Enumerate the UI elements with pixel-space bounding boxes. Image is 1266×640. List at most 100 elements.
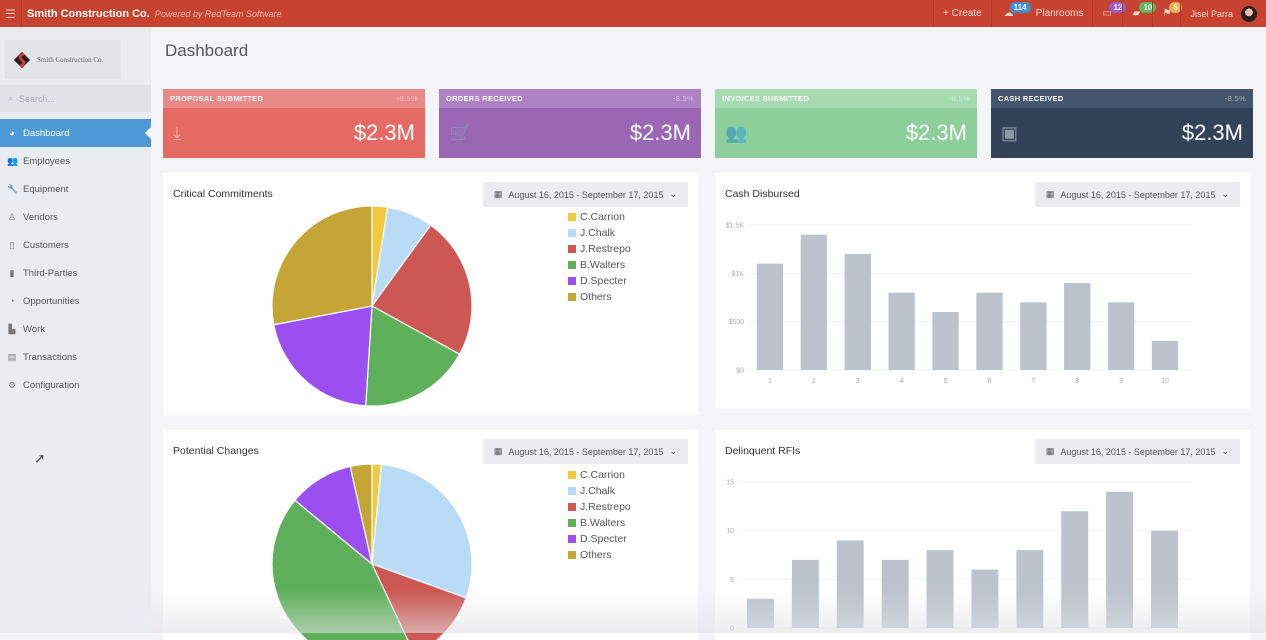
y-tick-label: $1.5K [726,223,745,230]
alert-icon: ▰ [1132,8,1141,19]
legend-swatch [568,487,576,495]
legend-swatch [568,503,576,511]
card-value: $2.3M [629,120,691,145]
stat-card-invoices-submitted[interactable]: INVOICES SUBMITTED -8.5% 👥 $2.3M [715,89,977,158]
pie-icon: ◔ [9,296,15,306]
bar-5 [926,550,954,628]
pie-slice-b-walters [365,305,461,407]
mouse-cursor-icon: ➚ [34,450,46,466]
bar-5 [932,312,959,370]
planrooms-label: Planrooms [1035,8,1084,19]
create-button[interactable]: + Create [933,0,991,27]
search-input[interactable]: ⌕ Search... [0,85,151,112]
date-range-picker[interactable]: ▦ August 16, 2015 - September 17, 2015 ⌄ [1034,182,1240,207]
legend-item: J.Chalk [568,225,631,241]
sidebar-item-employees[interactable]: 👥 Employees [0,147,151,175]
sidebar-item-dashboard[interactable]: ◕ Dashboard [0,119,151,147]
stat-card-orders-received[interactable]: ORDERS RECEIVED -8.5% 🛒 $2.3M [439,89,701,158]
users-icon: 👥 [7,155,19,166]
alerts-badge: 10 [1139,2,1157,13]
gear-icon: ⚙ [7,379,17,390]
x-tick-label: 1 [768,378,772,385]
date-range-picker[interactable]: ▦ August 16, 2015 - September 17, 2015 ⌄ [1034,439,1240,464]
legend-swatch [568,213,576,221]
vendor-icon: ♙ [7,211,17,222]
legend-label: Others [580,549,612,561]
sidebar-item-label: Employees [23,155,70,167]
y-tick-label: 0 [730,626,734,633]
sidebar-item-equipment[interactable]: 🔧 Equipment [0,175,151,203]
calendar-icon: ▦ [493,189,503,199]
sidebar-item-label: Work [23,323,45,335]
legend-label: Others [580,291,612,303]
sidebar-item-work[interactable]: ▙ Work [0,315,151,343]
stat-card-proposal-submitted[interactable]: PROPOSAL SUBMITTED -8.5% ⤓ $2.3M [163,89,425,158]
legend-label: C.Carrion [580,469,625,481]
powered-by: Powered by RedTeam Software [154,8,282,19]
x-tick-label: 10 [1161,378,1169,385]
bar-chart: $0 $500 $1K $1.5K 1 2 3 4 5 6 7 8 9 10 [726,223,1192,385]
card-title: ORDERS RECEIVED [446,94,524,103]
sidebar-item-customers[interactable]: ▯ Customers [0,231,151,259]
legend-item: B.Walters [568,515,631,531]
legend-label: B.Walters [580,517,626,529]
y-tick-label: $500 [728,319,744,326]
wrench-icon: 🔧 [7,183,19,194]
calculator-icon: ▤ [7,351,17,362]
logo-mark-icon [13,51,31,68]
legend-label: J.Restrepo [580,243,631,255]
panel-title: Cash Disbursed [725,188,800,200]
legend-label: J.Chalk [580,227,616,239]
date-range-picker[interactable]: ▦ August 16, 2015 - September 17, 2015 ⌄ [482,439,688,464]
file-icon: ▙ [8,323,16,334]
card-header: ORDERS RECEIVED -8.5% [439,89,701,108]
sidebar-item-configuration[interactable]: ⚙ Configuration [0,371,151,399]
bar-3 [844,254,871,370]
users-icon: 👥 [725,122,748,143]
x-tick-label: 8 [1075,378,1079,385]
chevron-down-icon: ⌄ [669,189,677,199]
flags-button[interactable]: ⚑ 5 [1152,0,1182,27]
card-value: $2.3M [905,120,967,145]
legend-label: D.Specter [580,533,627,545]
user-menu[interactable]: Jisel Parra [1180,0,1266,27]
date-range-picker[interactable]: ▦ August 16, 2015 - September 17, 2015 ⌄ [482,182,688,207]
legend-swatch [568,261,576,269]
legend-item: C.Carrion [568,209,631,225]
legend-swatch [568,229,576,237]
card-title: INVOICES SUBMITTED [722,94,810,103]
pie-chart [271,205,473,407]
x-tick-label: 3 [856,378,860,385]
bar-2 [800,234,828,370]
planrooms-button[interactable]: ☁ 114 Planrooms [990,0,1093,27]
card-title: PROPOSAL SUBMITTED [170,94,264,103]
card-value: $2.3M [1181,120,1243,145]
legend-item: J.Chalk [568,483,631,499]
legend-item: J.Restrepo [568,499,631,515]
card-change: -8.5% [672,94,694,103]
chevron-down-icon: ⌄ [669,446,677,456]
legend-swatch [568,471,576,479]
avatar [1241,5,1257,22]
planrooms-badge: 114 [1009,2,1031,13]
y-tick-label: $0 [736,368,744,375]
stat-card-cash-received[interactable]: CASH RECEIVED -8.5% ▣ $2.3M [991,89,1253,158]
legend-item: Others [568,547,631,563]
cloud-icon: ☁ [1003,8,1014,19]
sidebar-item-opportunities[interactable]: ◔ Opportunities [0,287,151,315]
messages-badge: 12 [1109,2,1127,13]
bar-10 [1151,530,1179,628]
legend-item: J.Restrepo [568,241,631,257]
hamburger-menu-icon[interactable]: ☰ [0,0,22,27]
sidebar-item-transactions[interactable]: ▤ Transactions [0,343,151,371]
alerts-button[interactable]: ▰ 10 [1122,0,1157,27]
sidebar-item-third-parties[interactable]: ▮ Third-Parties [0,259,151,287]
bar-4 [888,292,915,370]
chevron-down-icon: ⌄ [1221,446,1229,456]
sidebar-item-vendors[interactable]: ♙ Vendors [0,203,151,231]
brand-name: Smith Construction Co. [27,7,150,20]
company-logo: Smith Construction Co. [5,40,121,79]
dashboard-icon: ◕ [9,128,15,138]
card-header: INVOICES SUBMITTED -8.5% [715,89,977,108]
messages-button[interactable]: ▭ 12 [1092,0,1127,27]
